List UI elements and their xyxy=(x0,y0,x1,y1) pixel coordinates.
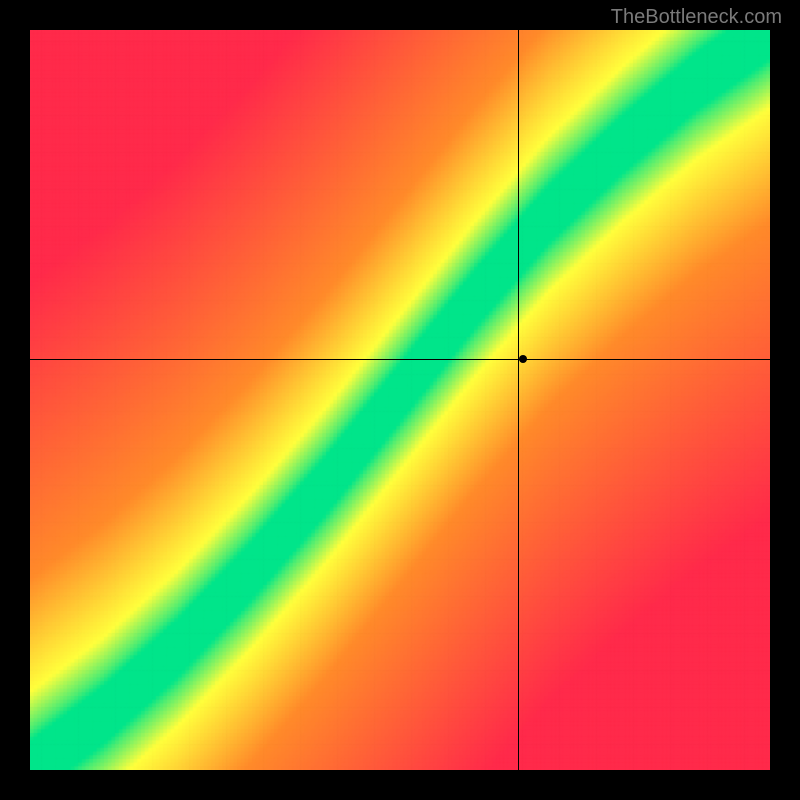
watermark-text: TheBottleneck.com xyxy=(611,6,782,29)
intersection-marker xyxy=(519,355,527,363)
crosshair-vertical xyxy=(518,30,519,770)
crosshair-horizontal xyxy=(30,359,770,360)
heatmap-plot xyxy=(30,30,770,770)
heatmap-canvas xyxy=(30,30,770,770)
